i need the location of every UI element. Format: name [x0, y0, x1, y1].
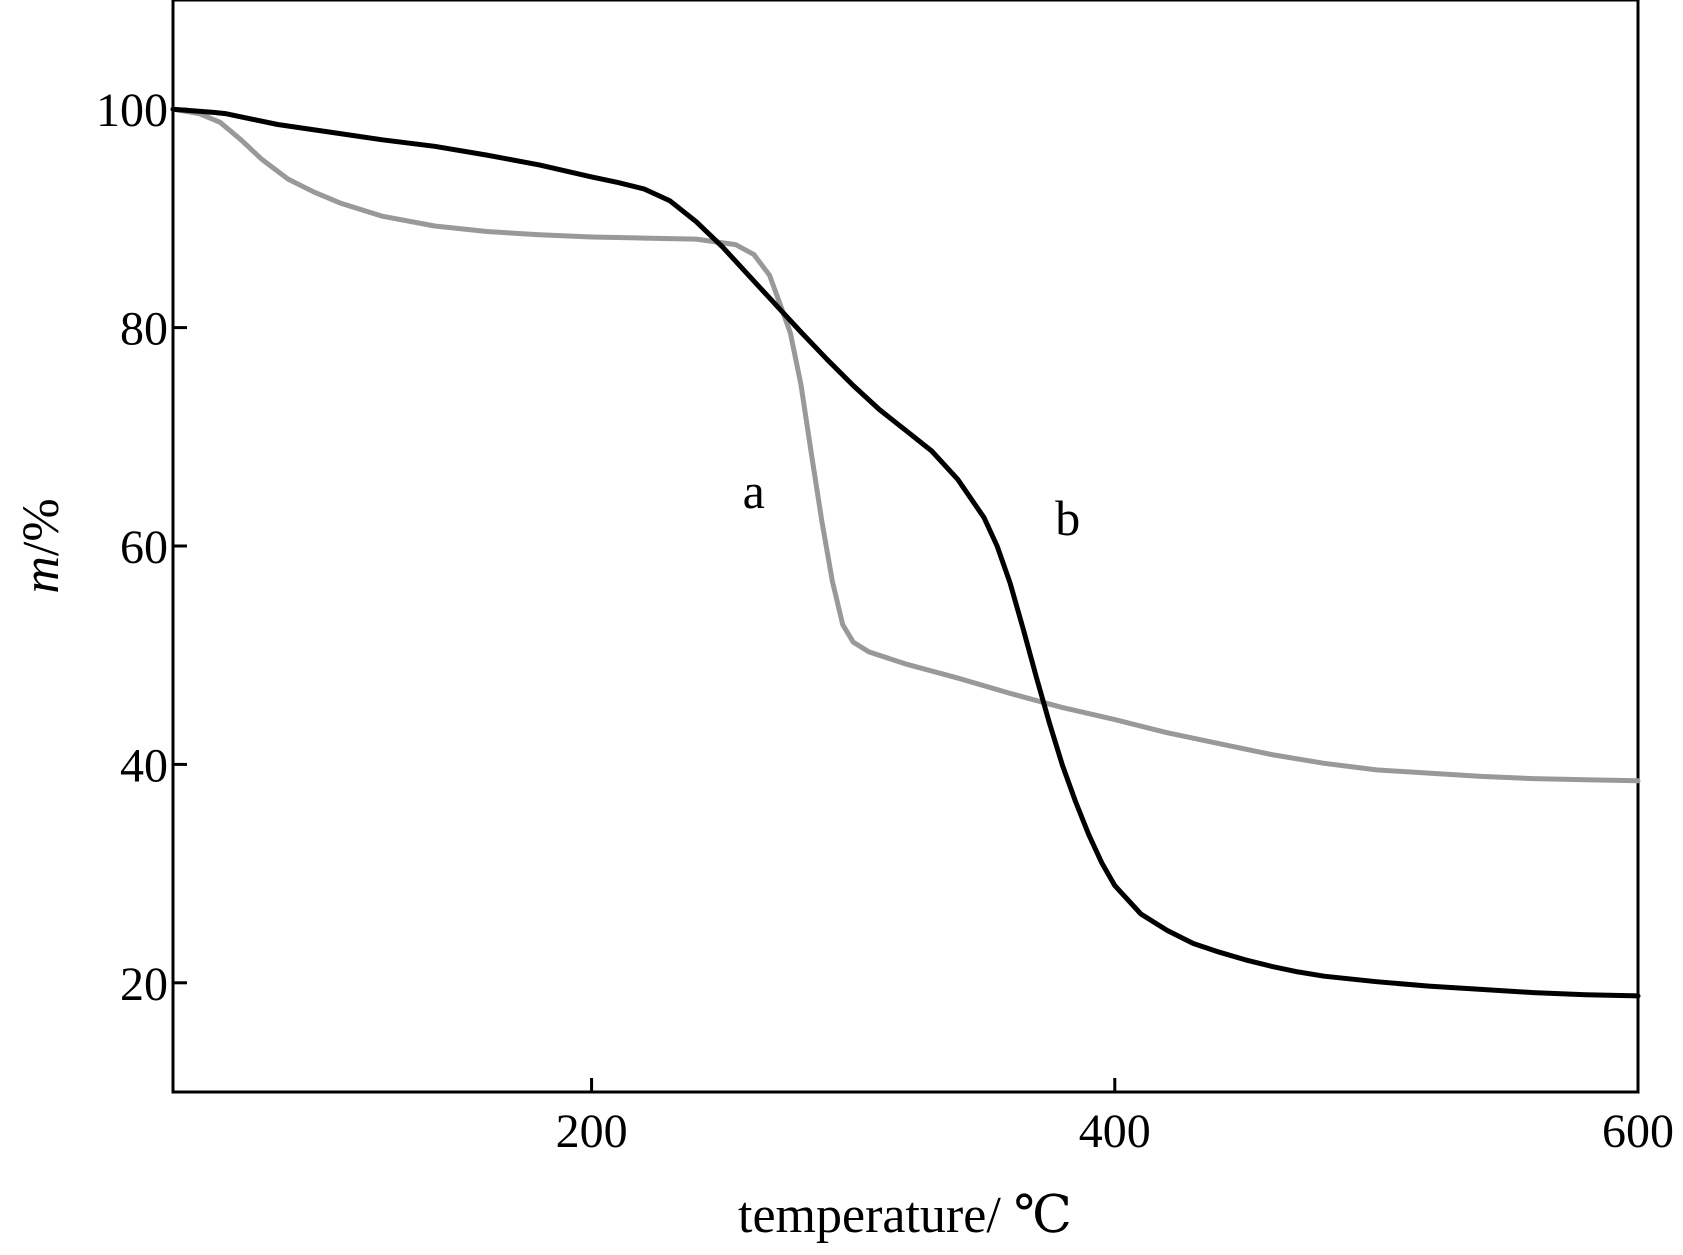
y-tick-label: 40	[120, 739, 168, 792]
y-tick-label: 60	[120, 521, 168, 574]
y-tick-label: 20	[120, 958, 168, 1011]
series-label-a: a	[743, 463, 765, 519]
x-tick-label: 600	[1602, 1105, 1674, 1158]
y-axis-title-symbol: m	[13, 556, 70, 594]
x-axis-title: temperature/ ℃	[738, 1187, 1072, 1244]
y-tick-label: 100	[96, 84, 168, 137]
x-tick-label: 200	[556, 1105, 628, 1158]
series-label-b: b	[1055, 490, 1080, 546]
series-line-a	[170, 106, 1641, 784]
y-tick-label: 80	[120, 303, 168, 356]
series-group	[170, 106, 1641, 999]
plot-frame	[171, 0, 1640, 1094]
y-axis-title: m/%	[13, 498, 70, 593]
series-line-b	[170, 106, 1641, 999]
axis-ticks: 200 400 600 20 40 60 80 100	[96, 84, 1674, 1158]
y-axis-title-unit: /%	[13, 498, 70, 556]
x-tick-label: 400	[1079, 1105, 1151, 1158]
